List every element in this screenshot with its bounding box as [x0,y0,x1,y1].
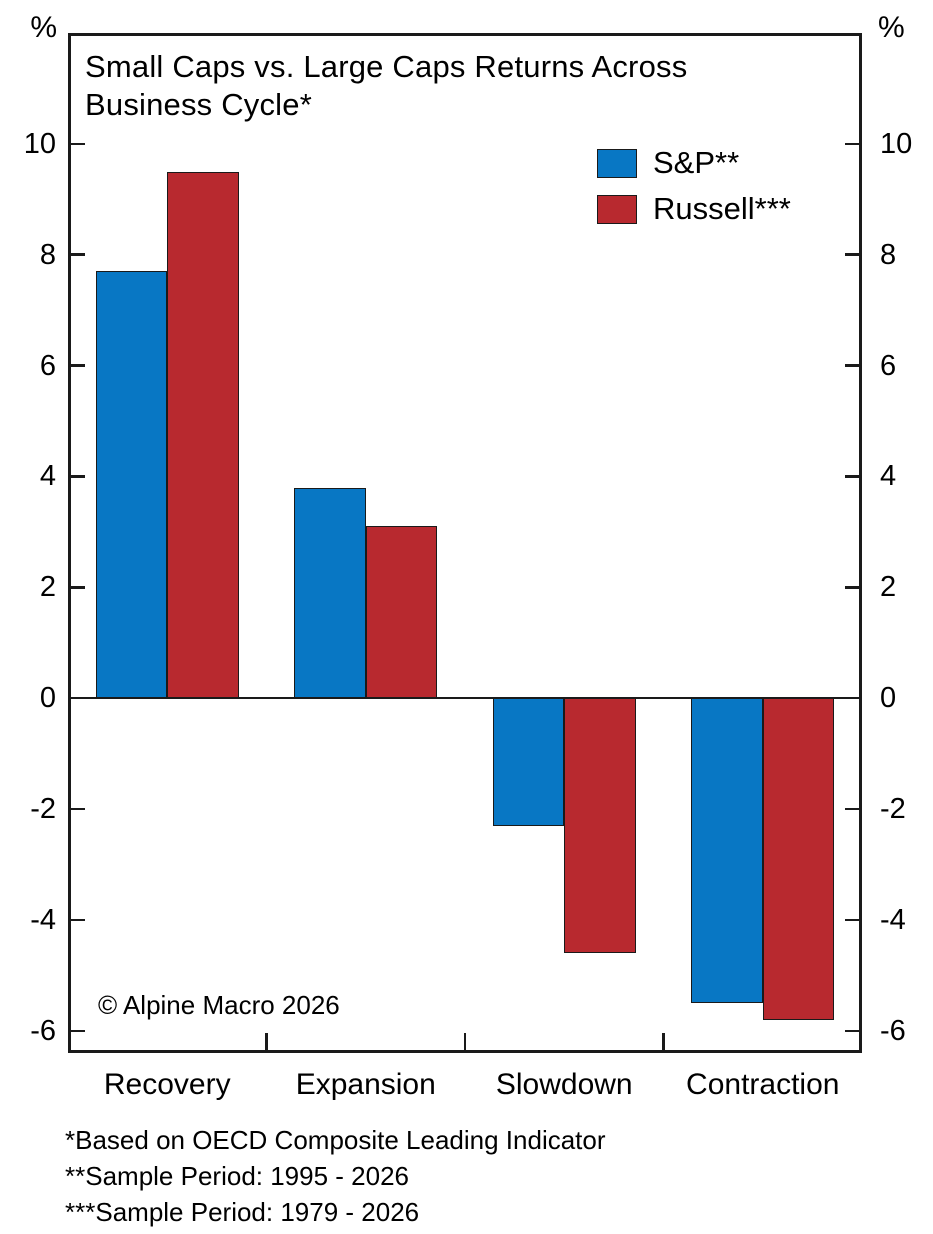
y-tick-left-6 [68,364,85,367]
chart-title: Small Caps vs. Large Caps Returns Across… [85,48,825,124]
y-tick-label-right--6: -6 [880,1014,906,1047]
y-tick-label-right-8: 8 [880,238,897,271]
y-tick-left--6 [68,1029,85,1033]
bar-russell-recovery [167,171,239,699]
bar-sp-recovery [95,271,168,699]
y-tick-label-left-2: 2 [39,571,56,604]
zero-line [68,696,862,700]
legend-label-russell: Russell*** [653,191,791,226]
bar-sp-slowdown [492,698,565,826]
legend-item-sp: S&P** [597,146,791,180]
y-tick-label-right--2: -2 [880,793,906,826]
x-category-label-slowdown: Slowdown [495,1068,633,1101]
legend-swatch-russell [597,194,637,224]
copyright-note: © Alpine Macro 2026 [98,990,340,1020]
y-tick-label-left-0: 0 [39,682,56,715]
y-tick-left--2 [68,807,85,811]
x-boundary-tick-2 [463,1033,467,1050]
y-tick-label-right-0: 0 [880,682,897,715]
bar-sp-expansion [294,487,366,699]
y-tick-left-2 [68,586,85,589]
y-tick-label-left--6: -6 [30,1014,56,1047]
y-tick-label-right--4: -4 [880,903,906,936]
chart-title-line-1: Small Caps vs. Large Caps Returns Across [85,49,688,84]
footnote-3: ***Sample Period: 1979 - 2026 [65,1197,420,1227]
x-boundary-tick-3 [662,1033,665,1050]
footnote-2: **Sample Period: 1995 - 2026 [65,1161,410,1191]
bar-russell-expansion [365,526,438,699]
y-tick-right--4 [845,918,862,922]
y-tick-left-8 [68,253,85,256]
y-tick-right-8 [845,253,862,256]
legend-swatch-sp [597,148,637,178]
y-tick-label-left-8: 8 [39,238,56,271]
y-tick-label-right-4: 4 [880,460,897,493]
y-tick-label-left--2: -2 [30,793,56,826]
y-tick-right--6 [845,1029,862,1033]
y-tick-left-4 [68,475,85,478]
y-tick-right-10 [845,142,862,146]
bar-russell-slowdown [564,698,636,954]
x-category-label-expansion: Expansion [295,1068,436,1101]
x-category-label-contraction: Contraction [686,1068,840,1101]
legend: S&P** Russell*** [597,146,791,238]
bar-sp-contraction [691,698,763,1004]
y-tick-label-left-10: 10 [23,127,56,160]
x-category-label-recovery: Recovery [103,1068,231,1101]
y-tick-label-right-6: 6 [880,349,897,382]
y-tick-right-6 [845,364,862,367]
y-tick-left-10 [68,142,85,146]
y-tick-left--4 [68,918,85,922]
legend-label-sp: S&P** [653,145,740,180]
y-tick-right--2 [845,807,862,811]
y-tick-label-right-2: 2 [880,571,897,604]
bar-russell-contraction [762,698,835,1020]
y-tick-label-left--4: -4 [30,903,56,936]
y-tick-label-left-6: 6 [39,349,56,382]
y-tick-right-2 [845,586,862,589]
y-axis-unit-right: % [878,11,905,44]
chart-title-line-2: Business Cycle* [85,87,312,122]
footnote-1: *Based on OECD Composite Leading Indicat… [65,1125,606,1155]
y-axis-unit-left: % [30,11,57,44]
y-tick-right-4 [845,475,862,478]
footnotes: *Based on OECD Composite Leading Indicat… [65,1122,885,1230]
y-tick-label-left-4: 4 [39,460,56,493]
x-boundary-tick-1 [265,1033,268,1050]
y-tick-label-right-10: 10 [880,127,913,160]
legend-item-russell: Russell*** [597,192,791,226]
